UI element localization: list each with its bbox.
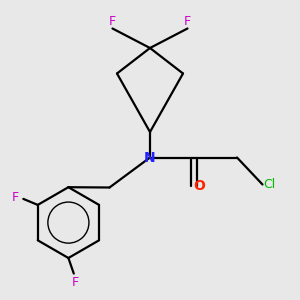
Text: N: N: [144, 151, 156, 164]
Text: F: F: [11, 191, 19, 204]
Text: F: F: [109, 15, 116, 28]
Text: Cl: Cl: [263, 178, 275, 191]
Text: F: F: [184, 15, 191, 28]
Text: O: O: [193, 179, 205, 193]
Text: F: F: [72, 275, 79, 289]
